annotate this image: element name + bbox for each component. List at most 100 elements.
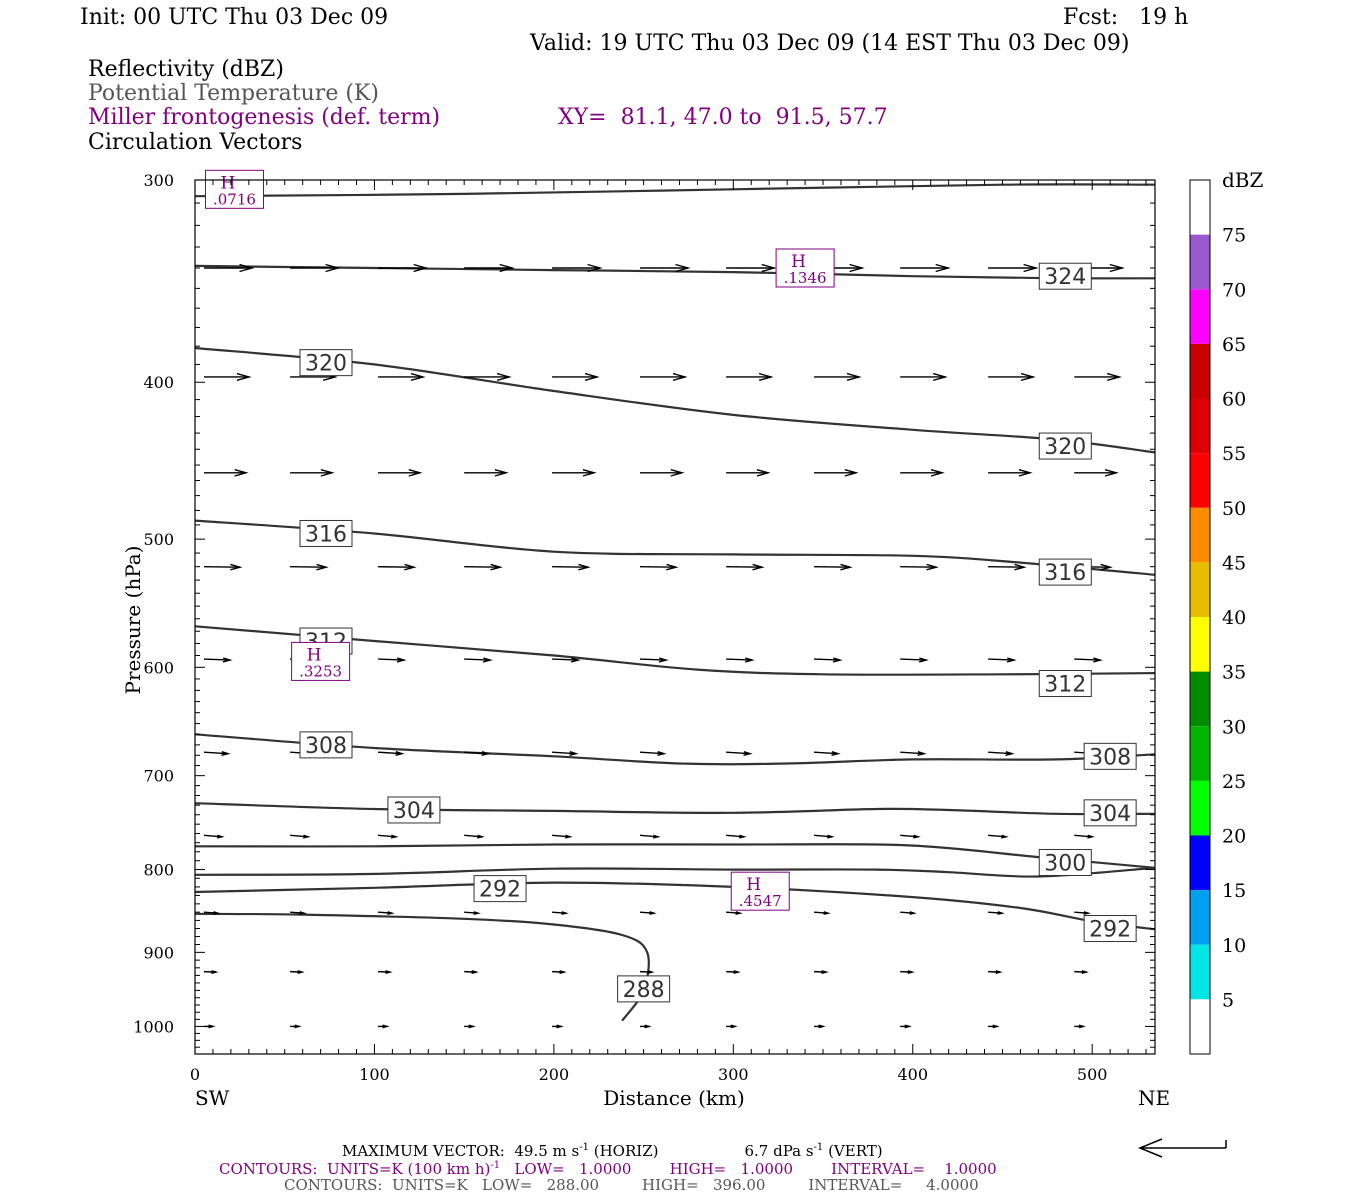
circulation-vector [290,970,305,974]
vector-head [846,372,862,381]
theta-contour-304 [195,802,1155,816]
vector-shaft [464,751,489,755]
vector-shaft [203,565,240,568]
vector-head [236,372,252,381]
vector-head [404,563,417,571]
y-axis-title: Pressure (hPa) [121,546,145,695]
theta-contour-300 [195,843,1155,869]
contour-label-box [1038,670,1092,698]
colorbar-segment [1190,944,1210,1000]
vector-shaft [378,565,415,568]
contour-label-box [1083,799,1137,827]
circulation-vector [552,372,600,381]
vector-head [657,751,667,756]
high-box [291,641,351,681]
vector-shaft [464,565,501,568]
contour-label-box [1038,432,1092,460]
circulation-vector [814,911,831,915]
vector-head [390,834,399,839]
vector-shaft [900,658,927,661]
vector-head [239,263,255,273]
circulation-vector [726,1024,738,1029]
vector-shaft [988,834,1007,838]
circulation-vector [640,263,691,273]
vector-shaft [639,658,667,661]
colorbar-tick-label: 10 [1222,935,1246,957]
vector-head [316,563,329,571]
vector-head [823,911,831,915]
x-right-endpoint-label: NE [1138,1086,1170,1110]
vector-head [211,970,219,974]
vector-head [559,970,567,974]
colorbar-tick-label: 50 [1222,498,1246,520]
vector-shaft [464,658,491,661]
circulation-vector [726,469,771,477]
vector-shaft [203,658,230,661]
circulation-vector [900,834,921,839]
y-tick-label: 300 [143,171,174,190]
circulation-vector [377,834,399,839]
circulation-vector [464,263,515,273]
vector-head [213,911,221,915]
colorbar-segment [1190,562,1210,617]
contour-label-text: 324 [1044,265,1086,290]
vector-head [818,1024,826,1029]
vector-head [904,1024,912,1029]
circulation-vector [726,751,753,756]
circulation-vector [378,563,417,571]
contour-label: 320 [299,349,353,377]
vector-head [831,751,841,756]
circulation-vector [988,751,1015,756]
circulation-vector [988,563,1027,571]
contour-label-box [387,796,441,824]
y-tick-label: 700 [143,767,174,786]
vector-shaft [1074,834,1093,838]
circulation-vector [203,563,243,571]
vector-shaft [377,751,403,755]
vector-head [756,469,771,477]
init-time: Init: 00 UTC Thu 03 Dec 09 [80,5,389,30]
vector-head [649,911,657,915]
field-potential-temperature: Potential Temperature (K) [88,81,379,106]
circulation-vector [203,372,252,381]
vector-head [297,970,305,974]
circulation-vector [1074,469,1119,477]
contour-label-text: 320 [1044,435,1086,460]
field-reflectivity: Reflectivity (dBZ) [88,57,284,82]
vector-head [744,657,755,663]
circulation-vector [639,751,667,756]
circulation-vector [726,263,777,273]
contour-label: 304 [1083,799,1137,827]
vector-shaft [203,751,229,755]
circulation-vector [640,469,685,477]
vector-head [735,911,743,915]
colorbar-segment [1190,999,1210,1054]
theta-contour-288 [195,912,650,1022]
y-tick-label: 400 [143,373,174,392]
contour-label-box [1083,742,1137,770]
vector-head [926,563,939,571]
circulation-vector [988,911,1005,915]
contour-label-text: 312 [1044,673,1086,698]
vector-head [743,751,753,756]
vector-head [468,1024,476,1029]
colorbar-segment [1190,343,1210,399]
high-value: .1346 [784,269,827,287]
vector-head [582,469,597,477]
high-value: .4547 [739,892,782,910]
colorbar: dBZ 75 70 65 60 55 50 45 40 35 30 25 20 15 10 5 [1189,168,1264,1055]
vector-head [909,911,917,915]
contour-label: 316 [1038,558,1092,586]
circulation-vector [726,834,747,839]
contour-info-theta: CONTOURS: UNITS=K LOW= 288.00 HIGH= 396.… [284,1176,979,1194]
colorbar-tick-label: 40 [1222,607,1246,629]
colorbar-segment [1190,890,1210,945]
vector-shaft [639,565,677,568]
vector-head [992,1024,1000,1029]
vector-head [578,563,591,571]
frontogenesis-high: H.1346 [775,248,835,288]
circulation-vector [552,657,581,663]
high-value: .0716 [213,190,256,208]
circulation-vector [552,970,567,974]
circulation-vector [1074,657,1103,663]
